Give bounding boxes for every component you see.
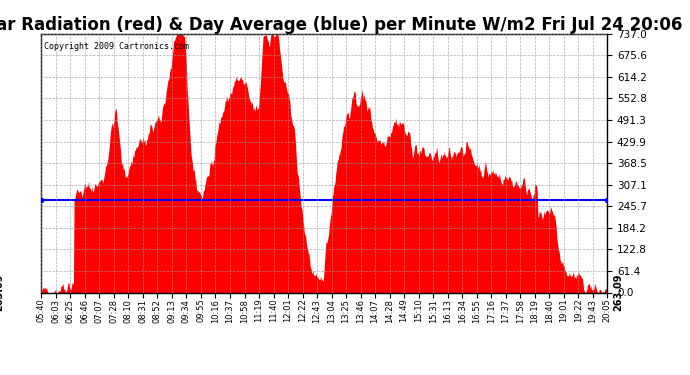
Text: 263.09: 263.09 [613, 274, 623, 311]
Text: 263.09: 263.09 [0, 274, 5, 311]
Text: Copyright 2009 Cartronics.com: Copyright 2009 Cartronics.com [44, 42, 189, 51]
Title: Solar Radiation (red) & Day Average (blue) per Minute W/m2 Fri Jul 24 20:06: Solar Radiation (red) & Day Average (blu… [0, 16, 682, 34]
